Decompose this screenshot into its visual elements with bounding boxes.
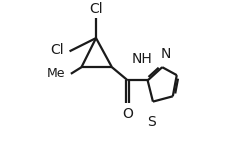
Text: Me: Me xyxy=(47,67,66,80)
Text: Cl: Cl xyxy=(51,43,64,57)
Text: NH: NH xyxy=(131,52,152,66)
Text: O: O xyxy=(122,107,133,121)
Text: S: S xyxy=(147,115,156,129)
Text: Cl: Cl xyxy=(89,2,103,16)
Text: N: N xyxy=(161,47,171,61)
